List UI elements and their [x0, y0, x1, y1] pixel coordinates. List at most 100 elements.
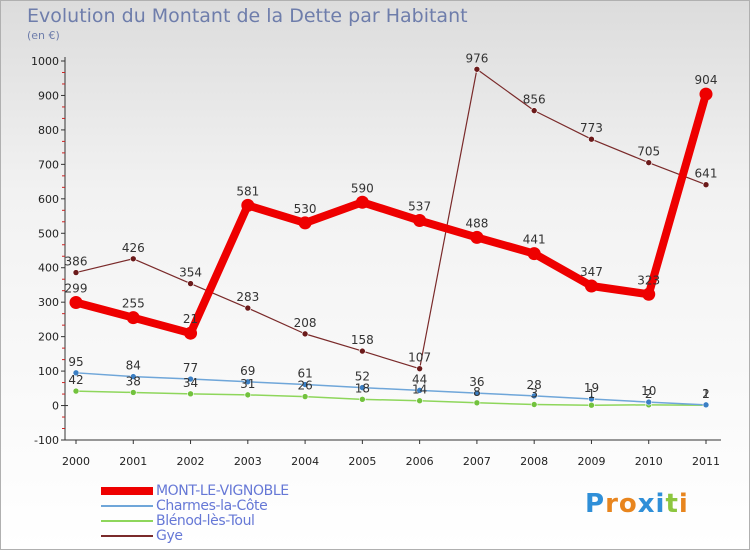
- x-tick-label: 2010: [635, 455, 663, 468]
- data-label: 904: [695, 73, 718, 87]
- logo-letter: i: [655, 489, 666, 519]
- data-label: 323: [637, 273, 660, 287]
- x-tick-label: 2000: [62, 455, 90, 468]
- data-label: 107: [408, 351, 431, 365]
- data-label: 69: [240, 364, 255, 378]
- data-point: [187, 390, 194, 398]
- data-label: 354: [179, 266, 202, 280]
- data-point: [187, 280, 194, 287]
- series-line: [75, 372, 707, 406]
- series-layer: [69, 65, 713, 409]
- data-label: 386: [65, 255, 88, 269]
- data-label: 77: [183, 361, 198, 375]
- data-label: 283: [236, 290, 259, 304]
- data-label: 208: [294, 316, 317, 330]
- y-tick-label: 900: [38, 89, 59, 102]
- data-point: [69, 296, 83, 310]
- data-point: [244, 391, 252, 399]
- data-point: [470, 230, 484, 244]
- data-label: 42: [68, 373, 83, 387]
- y-tick-label: 100: [38, 365, 59, 378]
- data-point: [359, 347, 366, 355]
- data-label: 590: [351, 181, 374, 195]
- data-point: [298, 216, 312, 230]
- data-point: [588, 395, 595, 403]
- legend-label: MONT-LE-VIGNOBLE: [156, 483, 289, 499]
- data-point: [129, 255, 137, 263]
- data-point: [72, 369, 80, 377]
- data-point: [413, 214, 427, 228]
- x-tick-label: 2009: [577, 455, 605, 468]
- x-tick-label: 2004: [291, 455, 319, 468]
- data-label: 441: [523, 233, 546, 247]
- data-label: 44: [412, 372, 427, 386]
- data-labels: 3864263542832081581079768567737056412992…: [65, 51, 718, 401]
- data-point: [72, 387, 80, 395]
- data-label: 61: [297, 367, 312, 381]
- data-point: [530, 107, 538, 114]
- data-label: 581: [236, 184, 259, 198]
- data-point: [184, 326, 198, 340]
- data-label: 38: [126, 374, 141, 388]
- data-label: 255: [122, 297, 145, 311]
- data-point: [702, 181, 710, 188]
- data-point: [129, 373, 137, 380]
- logo-letter: o: [618, 489, 638, 519]
- data-label: 347: [580, 265, 603, 279]
- legend-label: Blénod-lès-Toul: [156, 513, 255, 529]
- proxiti-logo: Proxiti: [585, 489, 689, 519]
- data-label: 976: [465, 51, 488, 65]
- data-point: [584, 279, 598, 293]
- data-label: 641: [695, 167, 718, 181]
- x-tick-label: 2007: [463, 455, 491, 468]
- y-tick-label: 1000: [31, 55, 59, 68]
- logo-letter: t: [665, 489, 679, 519]
- data-point: [473, 389, 481, 397]
- data-point: [645, 398, 653, 406]
- data-label: 52: [355, 370, 370, 384]
- data-label: 18: [355, 381, 370, 395]
- data-label: 21: [183, 312, 198, 326]
- data-label: 28: [527, 378, 542, 392]
- data-label: 26: [297, 379, 312, 393]
- y-tick-label: 500: [38, 227, 59, 240]
- series-line: [75, 390, 707, 406]
- y-tick-label: 800: [38, 124, 59, 137]
- x-tick-label: 2006: [406, 455, 434, 468]
- data-label: 773: [580, 121, 603, 135]
- x-tick-label: 2008: [520, 455, 548, 468]
- legend-swatch: [101, 487, 153, 495]
- x-tick-label: 2001: [119, 455, 147, 468]
- x-tick-label: 2003: [234, 455, 262, 468]
- data-point: [416, 387, 423, 394]
- y-tick-label: 0: [52, 400, 59, 413]
- axes: -100 0 100 200 300 400 500 600 700 800 900 1000 2000…: [31, 55, 721, 468]
- chart-title: Evolution du Montant de la Dette par Hab…: [27, 5, 468, 27]
- y-tick-label: 700: [38, 158, 59, 171]
- data-label: 19: [584, 381, 599, 395]
- data-point: [301, 330, 309, 338]
- data-point: [416, 365, 423, 372]
- data-point: [699, 87, 713, 101]
- data-label: 2: [645, 387, 653, 401]
- data-label: 36: [469, 375, 484, 389]
- data-label: 14: [412, 383, 427, 397]
- legend-swatch: [101, 520, 153, 522]
- data-label: 537: [408, 200, 431, 214]
- y-tick-label: 400: [38, 262, 59, 275]
- legend-swatch: [101, 535, 153, 537]
- data-point: [527, 247, 541, 261]
- data-point: [129, 389, 137, 396]
- y-tick-label: 300: [38, 296, 59, 309]
- data-label: 426: [122, 241, 145, 255]
- y-tick-label: -100: [34, 434, 59, 447]
- data-point: [301, 381, 309, 388]
- data-point: [72, 269, 80, 276]
- y-tick-label: 600: [38, 193, 59, 206]
- data-point: [244, 304, 252, 312]
- x-tick-label: 2005: [348, 455, 376, 468]
- logo-letter: x: [637, 489, 656, 519]
- data-point: [473, 65, 481, 73]
- logo-letter: i: [678, 489, 689, 519]
